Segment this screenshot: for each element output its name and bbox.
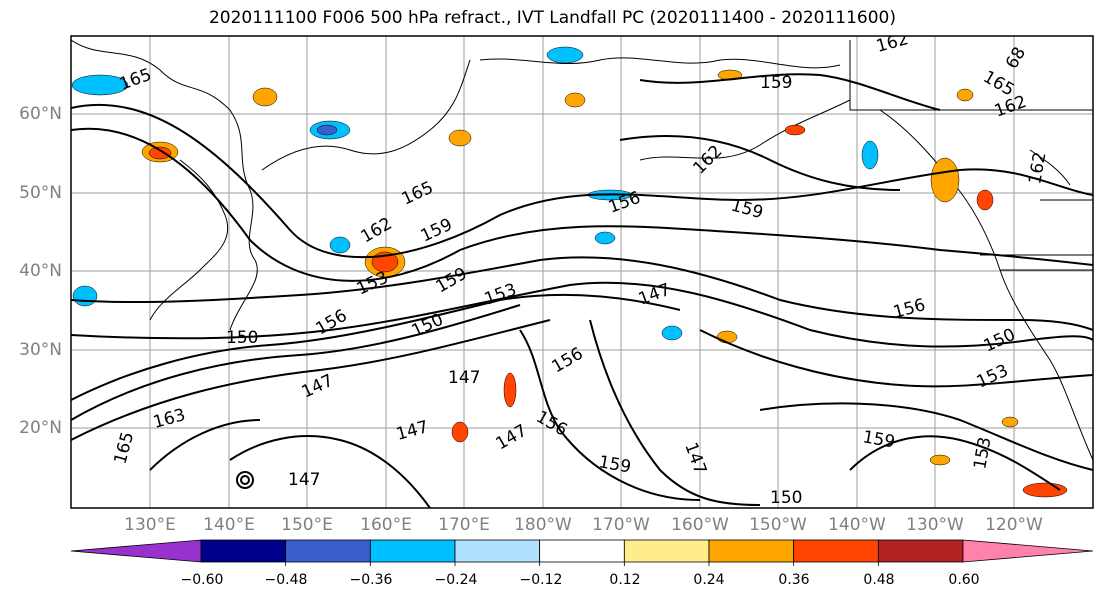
anomaly-patch <box>976 189 994 211</box>
anomaly-patch <box>1022 482 1068 498</box>
colorbar-tick-label: 0.48 <box>863 572 895 588</box>
colorbar-segment <box>285 539 371 563</box>
colorbar-tick-label: −0.48 <box>264 572 308 588</box>
lon-label: 130°W <box>906 515 964 535</box>
anomaly-patch <box>503 372 517 408</box>
lon-label: 120°W <box>985 515 1043 535</box>
colorbar-extend-max <box>962 539 1094 563</box>
colorbar <box>70 539 1094 566</box>
contour-label: 147 <box>288 470 320 490</box>
colorbar-segment <box>877 539 964 563</box>
anomaly-patch <box>594 231 616 245</box>
anomaly-patch <box>861 140 879 170</box>
anomaly-fill <box>71 46 1068 498</box>
lon-label: 140°E <box>203 515 255 535</box>
coastlines <box>71 39 1093 461</box>
lon-label: 150°E <box>281 515 333 535</box>
colorbar-tick-label: 0.12 <box>609 572 641 588</box>
anomaly-patch <box>72 285 98 307</box>
lat-label: 30°N <box>19 340 62 360</box>
map-title: 2020111100 F006 500 hPa refract., IVT La… <box>208 8 896 28</box>
anomaly-patch <box>451 421 469 443</box>
colorbar-tick-label: −0.12 <box>519 572 563 588</box>
lat-label: 60°N <box>19 104 62 124</box>
anomaly-patch <box>929 454 951 466</box>
contour-label: 147 <box>448 368 480 388</box>
colorbar-segment <box>539 539 625 563</box>
anomaly-patch <box>930 157 960 203</box>
lon-label: 180°W <box>514 515 572 535</box>
lon-label: 170°E <box>438 515 490 535</box>
gridlines <box>71 36 1093 508</box>
colorbar-tick-label: −0.24 <box>434 572 478 588</box>
lon-label: 160°W <box>671 515 729 535</box>
anomaly-patch <box>252 87 278 107</box>
lon-label: 140°W <box>828 515 886 535</box>
colorbar-tick-label: −0.60 <box>180 572 224 588</box>
colorbar-tick-label: 0.24 <box>693 572 725 588</box>
colorbar-tick-label: 0.60 <box>948 572 980 588</box>
colorbar-segment <box>793 539 879 563</box>
contour-label: 150 <box>770 488 802 508</box>
anomaly-patch <box>148 146 172 160</box>
colorbar-segment <box>200 539 287 563</box>
map-panel <box>71 36 1093 508</box>
contour-label: 159 <box>760 73 792 93</box>
anomaly-patch <box>546 46 584 64</box>
colorbar-tick-label: −0.36 <box>349 572 393 588</box>
colorbar-segment <box>708 539 795 563</box>
colorbar-segment <box>454 539 541 563</box>
anomaly-patch <box>316 124 338 136</box>
colorbar-tick-label: 0.36 <box>778 572 810 588</box>
colorbar-segment <box>369 539 456 563</box>
colorbar-extend-min <box>70 539 202 563</box>
lon-label: 130°E <box>124 515 176 535</box>
anomaly-patch <box>661 325 683 341</box>
contour-lines <box>71 73 1093 508</box>
map-frame <box>70 35 1094 509</box>
anomaly-patch <box>1001 416 1019 428</box>
colorbar-segment <box>623 539 710 563</box>
anomaly-patch <box>564 92 586 108</box>
anomaly-patch <box>956 88 974 102</box>
lon-label: 160°E <box>360 515 412 535</box>
anomaly-patch <box>784 124 806 136</box>
lat-label: 40°N <box>19 261 62 281</box>
lat-label: 50°N <box>19 183 62 203</box>
anomaly-patch <box>448 129 472 147</box>
anomaly-patch <box>329 236 351 254</box>
anomaly-patch <box>716 330 738 344</box>
anomaly-patch <box>71 74 129 96</box>
lon-label: 170°W <box>592 515 650 535</box>
contour-label: 150 <box>226 328 258 348</box>
lat-label: 20°N <box>19 418 62 438</box>
lon-label: 150°W <box>749 515 807 535</box>
